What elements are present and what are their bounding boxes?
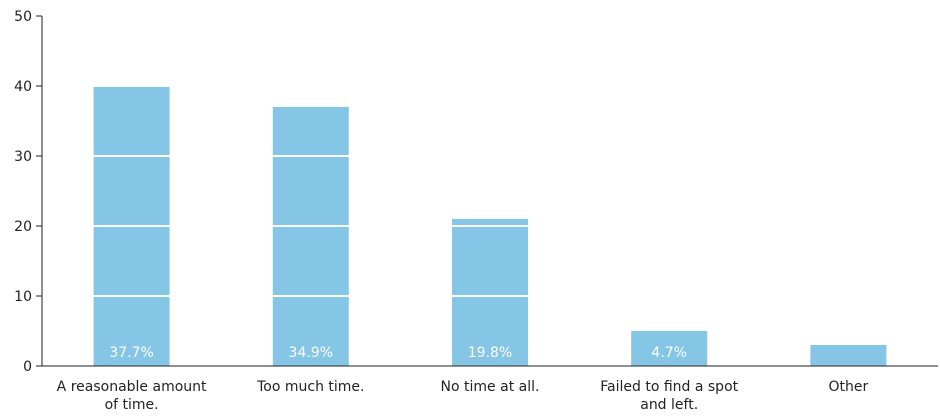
category-label-line: Too much time. bbox=[256, 379, 364, 395]
data-label-2: 34.9% bbox=[289, 345, 333, 361]
category-label-line: Failed to find a spot bbox=[600, 379, 738, 395]
y-tick-label-0: 0 bbox=[23, 359, 32, 375]
category-label-4: Failed to find a spot and left. bbox=[600, 379, 738, 413]
bar-5 bbox=[810, 345, 887, 366]
category-label-line: and left. bbox=[640, 397, 698, 413]
y-tick-label-20: 20 bbox=[14, 219, 32, 235]
category-label-line: of time. bbox=[105, 397, 159, 413]
category-label-3: No time at all. bbox=[441, 379, 540, 395]
category-label-line: A reasonable amount bbox=[57, 379, 207, 395]
bar-4 bbox=[631, 331, 708, 366]
bar-2 bbox=[272, 107, 349, 366]
bar-3 bbox=[452, 219, 528, 366]
data-label-layer: 37.7% 34.9% 19.8% 4.7% bbox=[109, 345, 687, 361]
category-label-5: Other bbox=[829, 379, 869, 395]
bars-layer bbox=[93, 86, 887, 366]
category-label-1: A reasonable amount of time. bbox=[57, 379, 207, 413]
category-label-2: Too much time. bbox=[256, 379, 364, 395]
axis-layer: 0 10 20 30 40 50 bbox=[14, 9, 938, 375]
y-tick-label-40: 40 bbox=[14, 79, 32, 95]
category-label-line: Other bbox=[829, 379, 869, 395]
y-tick-label-10: 10 bbox=[14, 289, 32, 305]
category-label-layer: A reasonable amount of time. Too much time… bbox=[57, 379, 869, 413]
y-tick-label-50: 50 bbox=[14, 9, 32, 25]
gridline-layer bbox=[43, 15, 938, 297]
data-label-3: 19.8% bbox=[468, 345, 512, 361]
category-label-line: No time at all. bbox=[441, 379, 540, 395]
y-tick-label-30: 30 bbox=[14, 149, 32, 165]
data-label-1: 37.7% bbox=[109, 345, 153, 361]
data-label-4: 4.7% bbox=[651, 345, 687, 361]
